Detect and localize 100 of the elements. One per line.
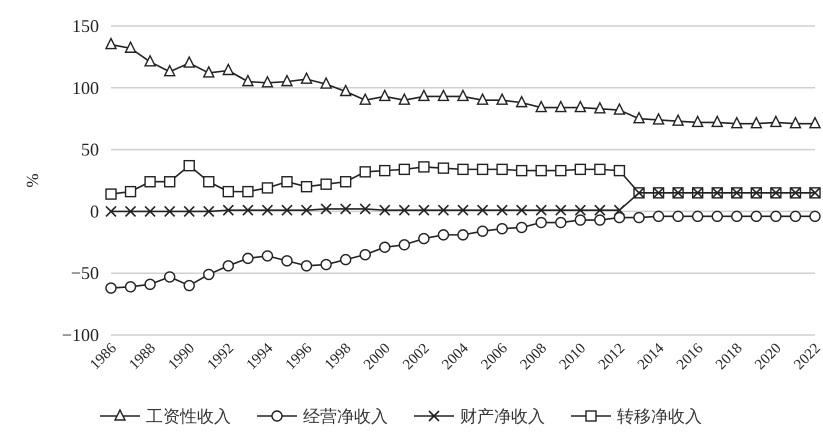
point (398, 93, 410, 105)
point (144, 176, 156, 188)
point (398, 204, 410, 216)
point (262, 250, 274, 262)
point (242, 186, 254, 198)
ylabel: % (23, 173, 42, 188)
point (555, 164, 566, 176)
point (457, 229, 469, 241)
point (398, 164, 410, 176)
point (124, 281, 136, 292)
point (359, 203, 372, 215)
point (692, 116, 704, 128)
point (457, 164, 469, 176)
point (418, 204, 430, 216)
point (516, 164, 528, 176)
point (555, 100, 566, 112)
point (633, 212, 645, 224)
point (496, 93, 508, 105)
point (790, 116, 802, 128)
point (672, 210, 684, 222)
point (320, 258, 332, 270)
point (457, 204, 469, 216)
point (438, 229, 450, 241)
point (164, 176, 176, 188)
point (535, 216, 547, 228)
point (554, 204, 567, 216)
point (222, 64, 234, 76)
point (496, 164, 508, 176)
point (652, 113, 664, 125)
point (476, 225, 488, 237)
point (692, 210, 704, 222)
point (242, 74, 254, 86)
point (281, 204, 293, 216)
point (340, 254, 352, 266)
ytick: −100 (62, 325, 99, 345)
point (281, 74, 293, 86)
point (516, 96, 528, 108)
legend-label: 工资性收入 (146, 407, 231, 426)
point (614, 103, 626, 115)
point (281, 255, 293, 267)
point (360, 248, 371, 260)
point (594, 204, 606, 216)
point (124, 206, 136, 218)
point (202, 206, 215, 218)
point (535, 164, 547, 176)
point (164, 206, 176, 218)
point (281, 176, 293, 188)
point (790, 210, 802, 222)
point (672, 114, 684, 126)
point (203, 176, 214, 188)
point (438, 90, 450, 102)
point (633, 112, 645, 124)
point (300, 204, 312, 216)
point (476, 93, 488, 105)
point (418, 232, 430, 244)
point (184, 280, 195, 292)
ytick: −50 (70, 263, 99, 284)
point (300, 180, 312, 192)
point (360, 166, 371, 178)
ytick: 50 (81, 140, 99, 160)
point (320, 77, 332, 89)
point (770, 116, 782, 128)
point (574, 100, 586, 112)
point (809, 116, 821, 128)
point (555, 216, 566, 228)
point (105, 38, 117, 50)
point (105, 206, 117, 218)
point (418, 90, 430, 102)
legend-item: 经营净收入 (257, 407, 388, 426)
point (183, 206, 196, 218)
point (144, 278, 156, 290)
point (496, 223, 508, 234)
ytick: 100 (72, 78, 99, 98)
point (614, 164, 626, 176)
point (614, 212, 626, 224)
point (144, 206, 156, 218)
point (105, 282, 117, 294)
point (712, 116, 723, 128)
point (222, 186, 234, 198)
point (731, 210, 742, 222)
point (184, 160, 195, 172)
point (340, 203, 352, 215)
point (360, 93, 371, 105)
point (124, 186, 136, 198)
point (262, 182, 274, 194)
point (535, 204, 547, 216)
legend-item: 工资性收入 (100, 407, 231, 426)
point (438, 204, 450, 216)
legend-label: 转移净收入 (617, 407, 702, 426)
point (262, 204, 274, 216)
point (594, 214, 606, 226)
point (438, 162, 450, 174)
point (320, 203, 332, 215)
point (712, 210, 723, 222)
point (242, 252, 254, 264)
legend-label: 财产净收入 (460, 407, 545, 426)
point (574, 164, 586, 176)
point (535, 100, 547, 112)
point (770, 210, 782, 222)
point (340, 176, 352, 188)
